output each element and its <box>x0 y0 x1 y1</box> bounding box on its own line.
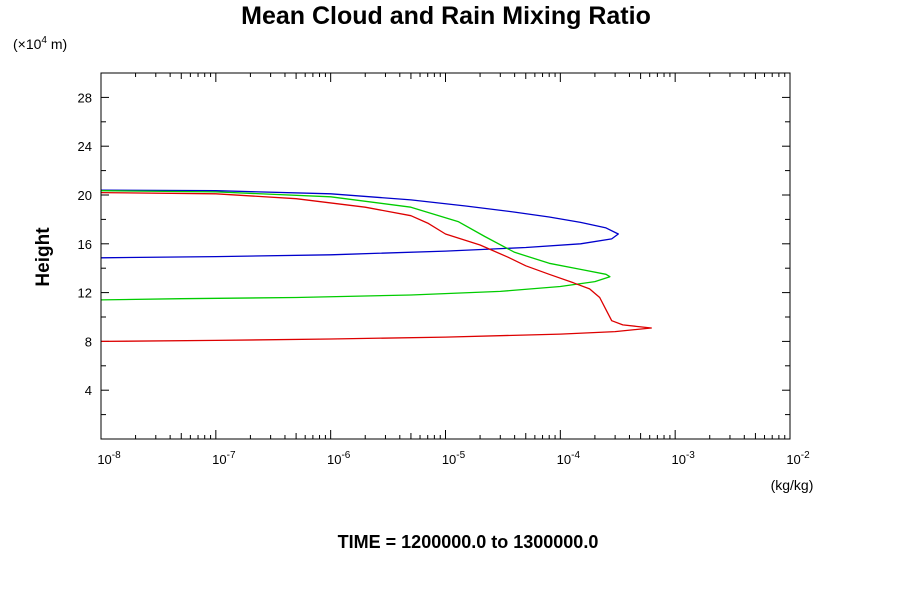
series-line-1 <box>100 189 619 259</box>
y-axis-unit-prefix: (×10 <box>13 36 42 52</box>
y-tick-label: 4 <box>85 383 92 398</box>
x-tick-label: 10-8 <box>97 450 121 467</box>
y-tick-label: 20 <box>78 188 92 203</box>
y-axis-unit: (×104 m) <box>13 35 67 52</box>
y-tick-label: 12 <box>78 286 92 301</box>
time-range-footer: TIME = 1200000.0 to 1300000.0 <box>338 532 599 552</box>
y-tick-label: 28 <box>78 90 92 105</box>
chart-title: Mean Cloud and Rain Mixing Ratio <box>241 2 651 30</box>
y-tick-label: 16 <box>78 237 92 252</box>
y-axis-unit-exp: 4 <box>41 35 47 46</box>
ticks-layer: 4 8 12 16 20 24 28 10-8 10-7 10-6 10-5 10-4 10-3 10-2 <box>78 73 810 467</box>
y-tick-label: 24 <box>78 139 92 154</box>
x-axis-label: (kg/kg) <box>771 477 814 493</box>
series-layer <box>100 189 652 343</box>
x-tick-label: 10-5 <box>442 450 466 467</box>
x-tick-label: 10-6 <box>327 450 351 467</box>
x-tick-label: 10-2 <box>786 450 810 467</box>
y-tick-label: 8 <box>85 334 92 349</box>
y-axis-unit-suffix: m) <box>47 36 67 52</box>
x-tick-label: 10-4 <box>557 450 581 467</box>
x-tick-label: 10-7 <box>212 450 236 467</box>
series-line-2 <box>100 190 611 301</box>
plot-frame <box>100 72 791 440</box>
y-axis-label: Height <box>33 227 54 287</box>
series-line-3 <box>100 191 652 343</box>
x-tick-label: 10-3 <box>671 450 695 467</box>
